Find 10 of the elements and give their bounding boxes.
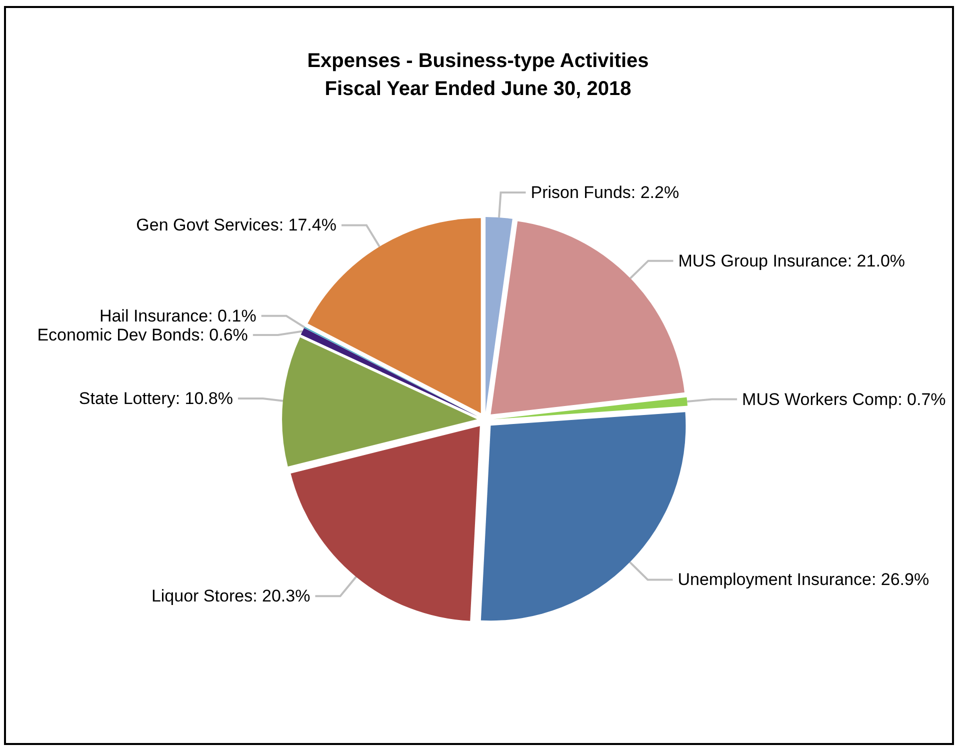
slice-label: Gen Govt Services: 17.4% <box>136 216 336 235</box>
slice-label: Economic Dev Bonds: 0.6% <box>37 326 248 345</box>
slice-label: Unemployment Insurance: 26.9% <box>678 570 930 590</box>
slice-label: MUS Workers Comp: 0.7% <box>742 390 946 409</box>
slice-label: State Lottery: 10.8% <box>78 389 233 408</box>
chart-title: Expenses - Business-type Activities Fiscal Year Ended June 30, 2018 <box>307 50 649 100</box>
slice-label: Prison Funds: 2.2% <box>530 183 680 202</box>
slice-label: Hail Insurance: 0.1% <box>99 306 256 326</box>
slice-label: MUS Group Insurance: 21.0% <box>678 251 906 270</box>
slice-label: Liquor Stores: 20.3% <box>151 586 310 606</box>
